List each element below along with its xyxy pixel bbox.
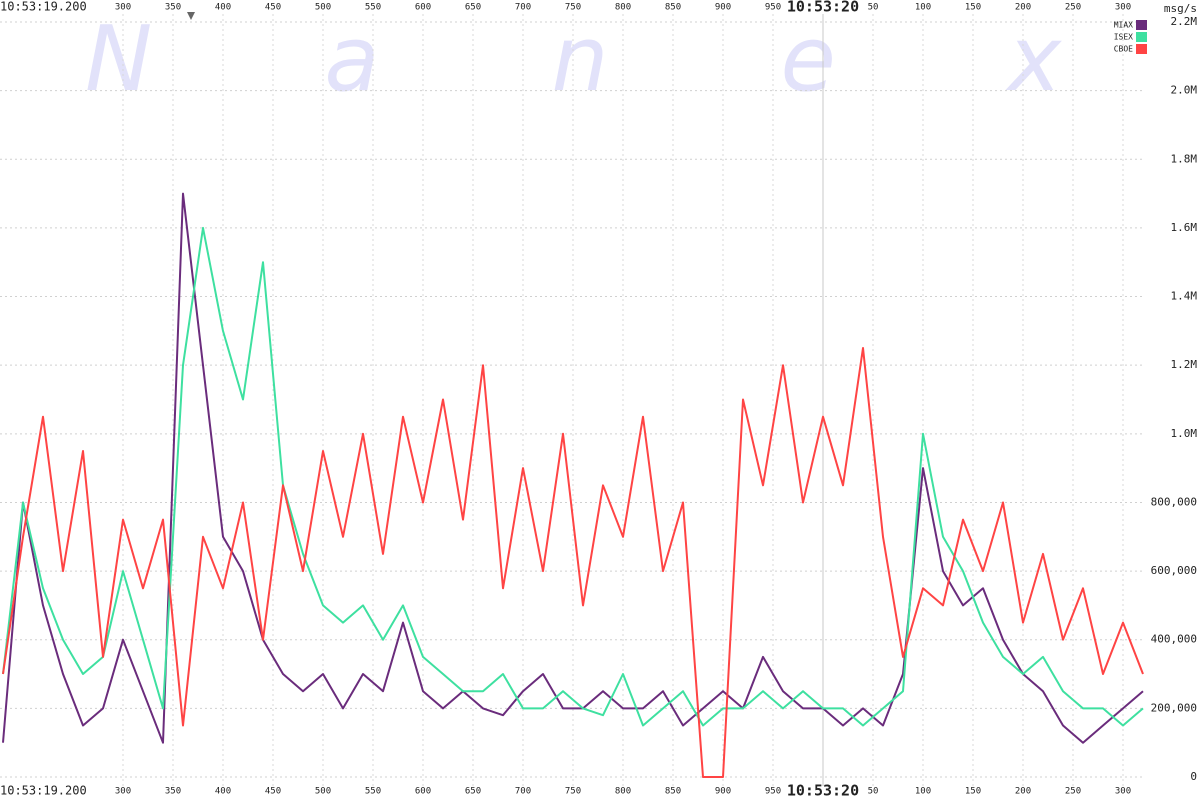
- series-line: [2, 347, 1144, 778]
- legend-label: MIAX: [1114, 21, 1133, 30]
- x-tick-label: 400: [215, 3, 231, 13]
- x-tick-label: 650: [465, 787, 481, 797]
- y-unit: msg/s: [1164, 2, 1197, 15]
- x-tick-label: 950: [765, 787, 781, 797]
- marker: [187, 12, 195, 20]
- x-tick-label: 350: [165, 3, 181, 13]
- series-line: [2, 192, 1144, 744]
- x-tick-label: 550: [365, 787, 381, 797]
- x-tick-label: 150: [965, 3, 981, 13]
- x-tick-label: 10:53:20: [787, 782, 859, 800]
- x-tick-label: 300: [115, 3, 131, 13]
- x-tick-label: 700: [515, 787, 531, 797]
- y-tick-label: 2.2M: [1171, 15, 1198, 28]
- x-tick-label: 200: [1015, 787, 1031, 797]
- x-tick-label: 750: [565, 787, 581, 797]
- x-tick-label: 400: [215, 787, 231, 797]
- y-tick-label: 0: [1190, 770, 1197, 783]
- x-tick-label: 950: [765, 3, 781, 13]
- x-tick-label: 10:53:19.200: [0, 784, 87, 798]
- x-tick-label: 800: [615, 3, 631, 13]
- legend-swatch: [1136, 20, 1147, 30]
- y-tick-label: 800,000: [1151, 495, 1197, 508]
- x-tick-label: 700: [515, 3, 531, 13]
- x-tick-label: 300: [1115, 787, 1131, 797]
- y-tick-label: 400,000: [1151, 633, 1197, 646]
- x-tick-label: 50: [868, 3, 879, 13]
- y-tick-label: 1.0M: [1171, 427, 1198, 440]
- x-tick-label: 650: [465, 3, 481, 13]
- x-tick-label: 50: [868, 787, 879, 797]
- x-tick-label: 300: [115, 787, 131, 797]
- legend-swatch: [1136, 32, 1147, 42]
- x-tick-label: 100: [915, 787, 931, 797]
- legend-swatch: [1136, 44, 1147, 54]
- y-tick-label: 600,000: [1151, 564, 1197, 577]
- y-tick-label: 1.4M: [1171, 290, 1198, 303]
- series-line: [2, 226, 1144, 727]
- x-tick-label: 300: [1115, 3, 1131, 13]
- y-tick-label: 1.6M: [1171, 221, 1198, 234]
- x-tick-label: 500: [315, 787, 331, 797]
- x-tick-label: 550: [365, 3, 381, 13]
- x-tick-label: 850: [665, 3, 681, 13]
- x-tick-label: 600: [415, 787, 431, 797]
- x-tick-label: 150: [965, 787, 981, 797]
- x-tick-label: 900: [715, 787, 731, 797]
- legend-label: ISEX: [1114, 33, 1133, 42]
- x-tick-label: 10:53:20: [787, 0, 859, 16]
- x-tick-label: 800: [615, 787, 631, 797]
- x-tick-label: 900: [715, 3, 731, 13]
- x-tick-label: 500: [315, 3, 331, 13]
- x-tick-label: 250: [1065, 787, 1081, 797]
- x-tick-label: 450: [265, 787, 281, 797]
- y-tick-label: 200,000: [1151, 701, 1197, 714]
- watermark: Nanex: [85, 7, 1200, 112]
- x-tick-label: 350: [165, 787, 181, 797]
- y-tick-label: 1.8M: [1171, 152, 1198, 165]
- x-tick-label: 250: [1065, 3, 1081, 13]
- x-tick-label: 750: [565, 3, 581, 13]
- x-tick-label: 850: [665, 787, 681, 797]
- x-tick-label: 600: [415, 3, 431, 13]
- x-tick-label: 200: [1015, 3, 1031, 13]
- y-tick-label: 1.2M: [1171, 358, 1198, 371]
- x-tick-label: 450: [265, 3, 281, 13]
- x-tick-label: 100: [915, 3, 931, 13]
- x-tick-label: 10:53:19.200: [0, 0, 87, 14]
- legend-label: CBOE: [1114, 45, 1133, 54]
- y-tick-label: 2.0M: [1171, 84, 1198, 97]
